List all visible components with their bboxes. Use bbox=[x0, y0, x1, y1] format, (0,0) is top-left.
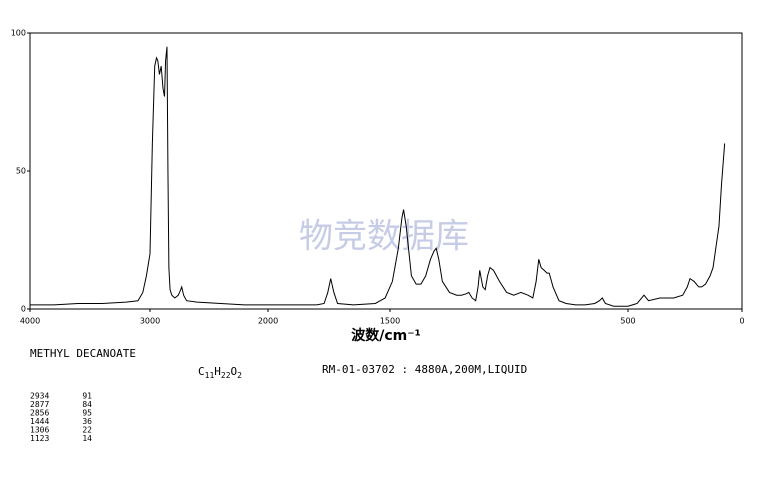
formula-part: 2 bbox=[237, 371, 242, 380]
formula-part: O bbox=[231, 365, 238, 378]
spectrum-line bbox=[30, 46, 726, 307]
watermark: 物竞数据库 bbox=[299, 217, 469, 257]
peak-intensity: 95 bbox=[82, 409, 92, 418]
peak-intensity: 84 bbox=[82, 400, 92, 409]
x-tick-label: 3000 bbox=[140, 317, 160, 326]
peak-wavenumber: 2877 bbox=[30, 400, 49, 409]
conditions: RM-01-03702 : 4880A,200M,LIQUID bbox=[322, 363, 527, 376]
peak-intensity: 14 bbox=[82, 434, 92, 443]
peak-wavenumber: 2934 bbox=[30, 392, 49, 401]
peak-intensity: 91 bbox=[82, 392, 92, 401]
x-tick-label: 0 bbox=[739, 317, 744, 326]
peak-wavenumber: 1306 bbox=[30, 426, 49, 435]
x-tick-label: 1500 bbox=[380, 317, 400, 326]
formula-part: 11 bbox=[205, 371, 215, 380]
x-tick-label: 2000 bbox=[258, 317, 278, 326]
formula: C11H22O2 bbox=[198, 365, 242, 380]
compound-name: METHYL DECANOATE bbox=[30, 347, 136, 360]
peak-wavenumber: 1123 bbox=[30, 434, 49, 443]
formula-part: H bbox=[214, 365, 221, 378]
y-tick-label: 50 bbox=[16, 167, 26, 176]
x-tick-label: 4000 bbox=[20, 317, 40, 326]
y-tick-label: 100 bbox=[11, 29, 26, 38]
peak-wavenumber: 2856 bbox=[30, 409, 49, 418]
x-axis-label: 波数/cm⁻¹ bbox=[351, 327, 421, 344]
formula-part: C bbox=[198, 365, 205, 378]
y-tick-label: 0 bbox=[21, 305, 26, 314]
peak-intensity: 22 bbox=[82, 426, 92, 435]
plot-frame bbox=[29, 32, 743, 310]
formula-part: 22 bbox=[221, 371, 231, 380]
peak-intensity: 36 bbox=[82, 417, 92, 426]
peak-wavenumber: 1444 bbox=[30, 417, 49, 426]
x-tick-label: 500 bbox=[620, 317, 635, 326]
